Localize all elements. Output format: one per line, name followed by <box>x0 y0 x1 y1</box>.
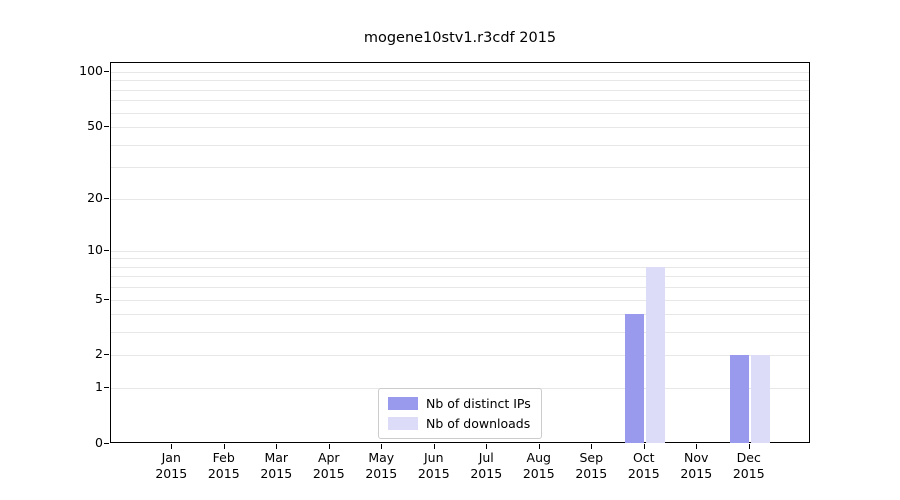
legend: Nb of distinct IPs Nb of downloads <box>378 388 542 439</box>
x-tick-label-oct: Oct 2015 <box>627 450 660 481</box>
legend-item-distinct-ips: Nb of distinct IPs <box>388 396 531 411</box>
legend-label-distinct-ips: Nb of distinct IPs <box>426 396 531 411</box>
y-tick-mark <box>104 126 109 128</box>
gridline <box>111 258 809 260</box>
y-tick-label: 100 <box>79 63 103 79</box>
y-tick-label: 10 <box>87 241 103 257</box>
legend-item-downloads: Nb of downloads <box>388 416 531 431</box>
y-tick-mark <box>104 354 109 356</box>
plot-area <box>110 62 810 443</box>
y-tick-label: 2 <box>95 346 103 362</box>
x-tick-label-mar: Mar 2015 <box>260 450 293 481</box>
gridline <box>111 287 809 289</box>
legend-swatch-downloads <box>388 417 418 430</box>
gridline <box>111 314 809 316</box>
gridline <box>111 250 809 252</box>
y-tick-mark <box>104 298 109 300</box>
x-tick-mark <box>538 444 540 449</box>
x-tick-mark <box>276 444 278 449</box>
legend-label-downloads: Nb of downloads <box>426 416 531 431</box>
x-tick-label-apr: Apr 2015 <box>312 450 345 481</box>
x-tick-mark <box>171 444 173 449</box>
x-tick-mark <box>328 444 330 449</box>
gridline <box>111 100 809 102</box>
bar-downloads-oct <box>645 266 665 443</box>
gridline <box>111 89 809 91</box>
gridline <box>111 198 809 200</box>
x-tick-mark <box>381 444 383 449</box>
y-tick-mark <box>104 249 109 251</box>
gridline <box>111 332 809 334</box>
gridline <box>111 80 809 82</box>
legend-swatch-distinct-ips <box>388 397 418 410</box>
gridline <box>111 72 809 74</box>
y-tick-mark <box>104 443 109 444</box>
x-tick-label-jan: Jan 2015 <box>155 450 188 481</box>
x-tick-label-nov: Nov 2015 <box>680 450 713 481</box>
gridline <box>111 144 809 146</box>
y-tick-label: 50 <box>87 118 103 134</box>
y-tick-label: 5 <box>95 290 103 306</box>
gridline <box>111 112 809 114</box>
x-tick-mark <box>591 444 593 449</box>
x-tick-mark <box>696 444 698 449</box>
bar-downloads-dec <box>750 355 770 443</box>
y-tick-label: 0 <box>95 435 103 450</box>
gridline <box>111 299 809 301</box>
x-tick-mark <box>223 444 225 449</box>
x-tick-label-sep: Sep 2015 <box>575 450 608 481</box>
x-tick-label-may: May 2015 <box>365 450 398 481</box>
x-tick-mark <box>433 444 435 449</box>
gridline <box>111 355 809 357</box>
x-tick-mark <box>748 444 750 449</box>
y-tick-mark <box>104 387 109 389</box>
y-tick-label: 20 <box>87 189 103 205</box>
gridline <box>111 167 809 169</box>
bar-distinct-ips-dec <box>729 355 749 443</box>
gridline <box>111 127 809 129</box>
chart-title: mogene10stv1.r3cdf 2015 <box>363 30 557 46</box>
x-tick-mark <box>643 444 645 449</box>
y-tick-label: 1 <box>95 379 103 395</box>
gridline <box>111 276 809 278</box>
x-tick-label-jun: Jun 2015 <box>417 450 450 481</box>
gridline <box>111 266 809 268</box>
x-tick-label-jul: Jul 2015 <box>470 450 503 481</box>
y-tick-mark <box>104 71 109 73</box>
x-tick-label-feb: Feb 2015 <box>207 450 240 481</box>
x-tick-mark <box>486 444 488 449</box>
x-tick-label-aug: Aug 2015 <box>522 450 555 481</box>
x-tick-label-dec: Dec 2015 <box>732 450 765 481</box>
bar-distinct-ips-oct <box>624 314 644 443</box>
y-tick-mark <box>104 197 109 199</box>
